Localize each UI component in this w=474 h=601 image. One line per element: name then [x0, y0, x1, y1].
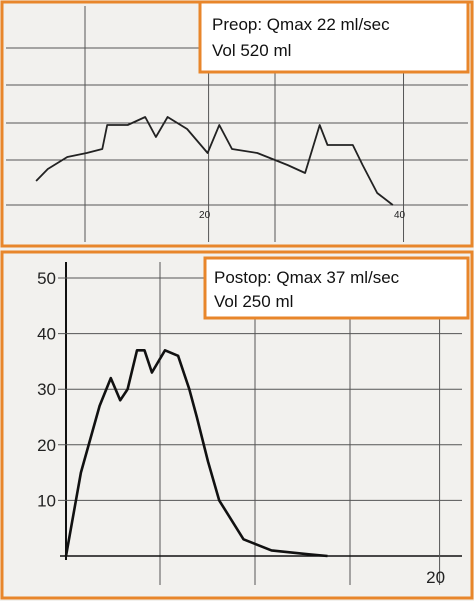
annotation: Vol 250 ml	[214, 292, 293, 311]
annotation-box	[198, 0, 470, 74]
top-grid	[6, 6, 468, 242]
flow-curve	[64, 349, 328, 558]
x-tick-label: 40	[394, 210, 406, 221]
annotation: Vol 520 ml	[212, 41, 291, 60]
x-tick-label: 20	[426, 568, 445, 587]
annotation: Preop: Qmax 22 ml/sec	[212, 15, 390, 34]
x-tick-label: 20	[199, 210, 211, 221]
y-tick-label: 40	[37, 325, 56, 344]
annotation-box	[203, 256, 470, 320]
annotation: Postop: Qmax 37 ml/sec	[214, 268, 400, 287]
y-tick-label: 10	[37, 491, 56, 510]
y-tick-label: 50	[37, 269, 56, 288]
y-tick-label: 30	[37, 380, 56, 399]
y-tick-label: 20	[37, 436, 56, 455]
panel-border	[0, 250, 474, 600]
flow-curve	[35, 116, 394, 206]
